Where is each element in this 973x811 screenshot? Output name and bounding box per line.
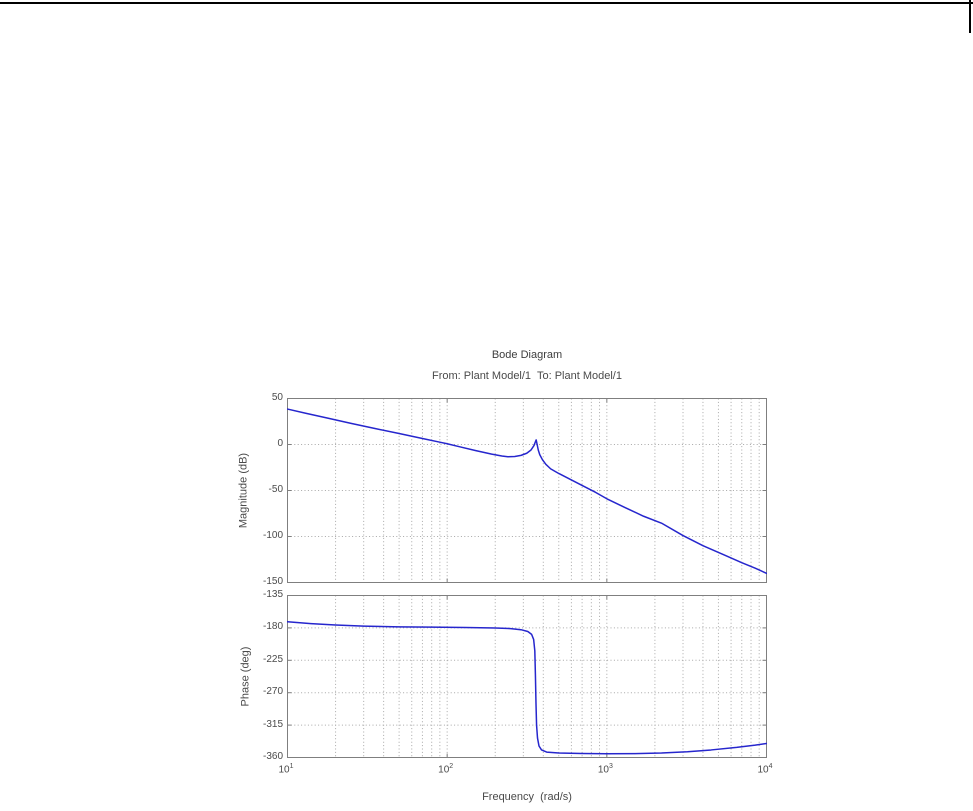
x-tick-label: 101 <box>278 763 294 776</box>
phase-y-tick-label: -360 <box>262 751 283 762</box>
phase-y-tick-label: -315 <box>262 718 283 730</box>
phase-y-tick-label: -270 <box>262 686 283 698</box>
window-right-border <box>969 0 971 33</box>
phase-y-tick-label: -180 <box>262 621 283 633</box>
magnitude-y-tick-label: -150 <box>262 576 283 587</box>
phase-axis-label: Phase (deg) <box>239 646 252 707</box>
x-tick-label: 104 <box>757 763 773 776</box>
magnitude-y-tick-label: 50 <box>271 392 283 403</box>
magnitude-y-tick-label: -100 <box>262 530 283 541</box>
magnitude-y-tick-label: -50 <box>268 484 283 495</box>
frequency-axis-label: Frequency (rad/s) <box>482 791 572 803</box>
phase-y-tick-label: -225 <box>262 653 283 665</box>
x-tick-label: 102 <box>438 763 454 776</box>
chart-subtitle: From: Plant Model/1 To: Plant Model/1 <box>432 370 622 382</box>
x-tick-label: 103 <box>597 763 613 776</box>
window-top-border <box>0 2 973 4</box>
axes-frame <box>287 595 767 758</box>
phase_response-curve[interactable] <box>287 621 767 755</box>
magnitude_response-curve[interactable] <box>287 408 767 575</box>
phase-y-tick-label: -135 <box>262 589 283 600</box>
phase-plot[interactable] <box>287 595 767 758</box>
chart-title: Bode Diagram <box>491 349 563 361</box>
magnitude-plot[interactable] <box>287 398 767 583</box>
magnitude-y-tick-label: 0 <box>277 438 283 449</box>
